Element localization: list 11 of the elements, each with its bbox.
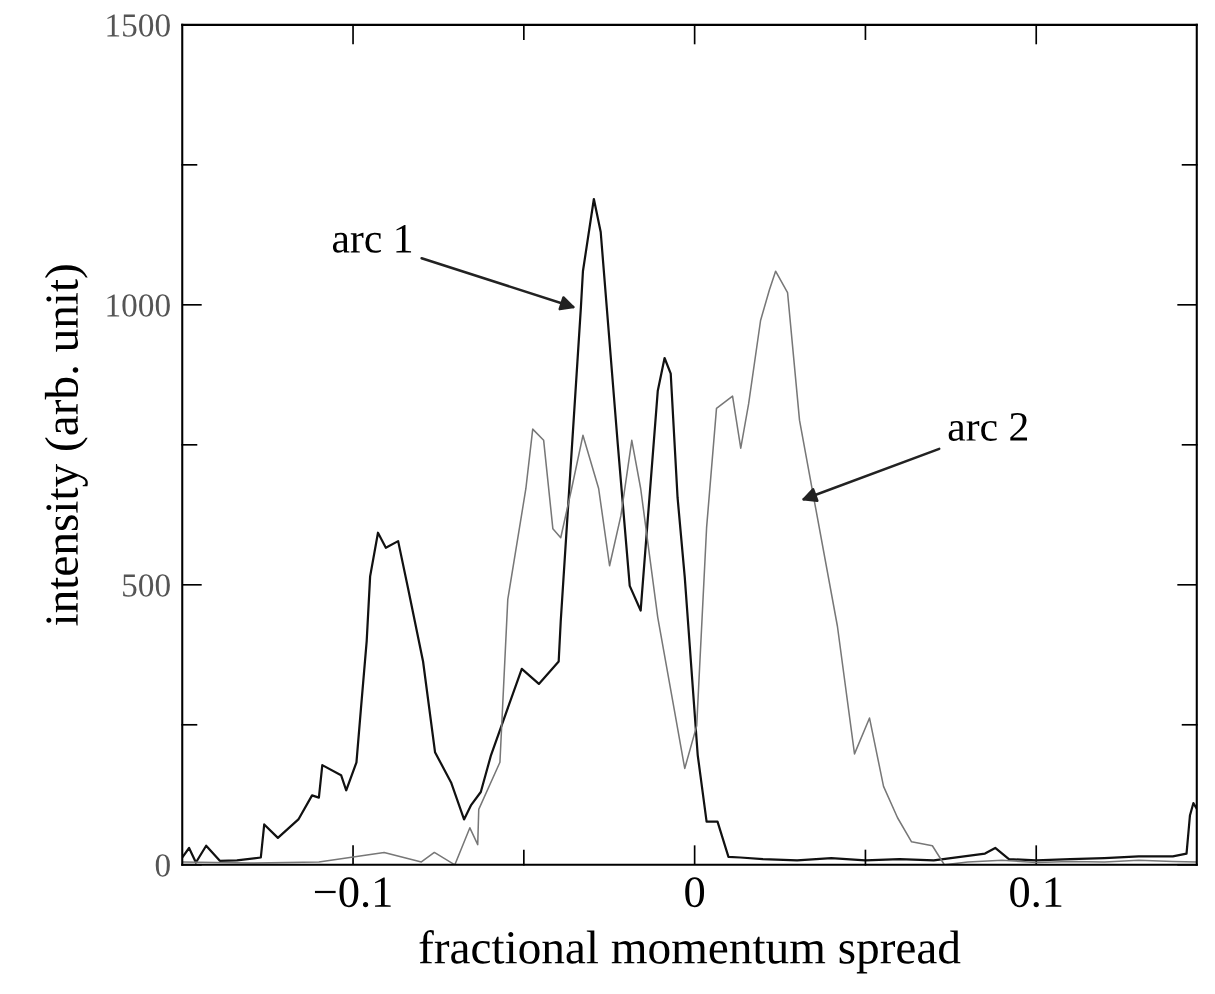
y-tick-label: 1500 [107,14,170,37]
x-tick-label: −0.1 [314,877,391,908]
x-tick-label: 0 [685,877,705,908]
y-tick-label: 1000 [107,294,170,317]
x-tick-label: 0.1 [1010,877,1062,908]
y-axis-title: intensity (arb. unit) [44,265,88,626]
x-axis-title: fractional momentum spread [419,930,961,974]
y-tick-label: 500 [123,574,170,597]
annotation: arc 2 [948,412,1028,441]
y-tick-label: 0 [155,854,170,877]
annotation: arc 1 [332,224,412,253]
